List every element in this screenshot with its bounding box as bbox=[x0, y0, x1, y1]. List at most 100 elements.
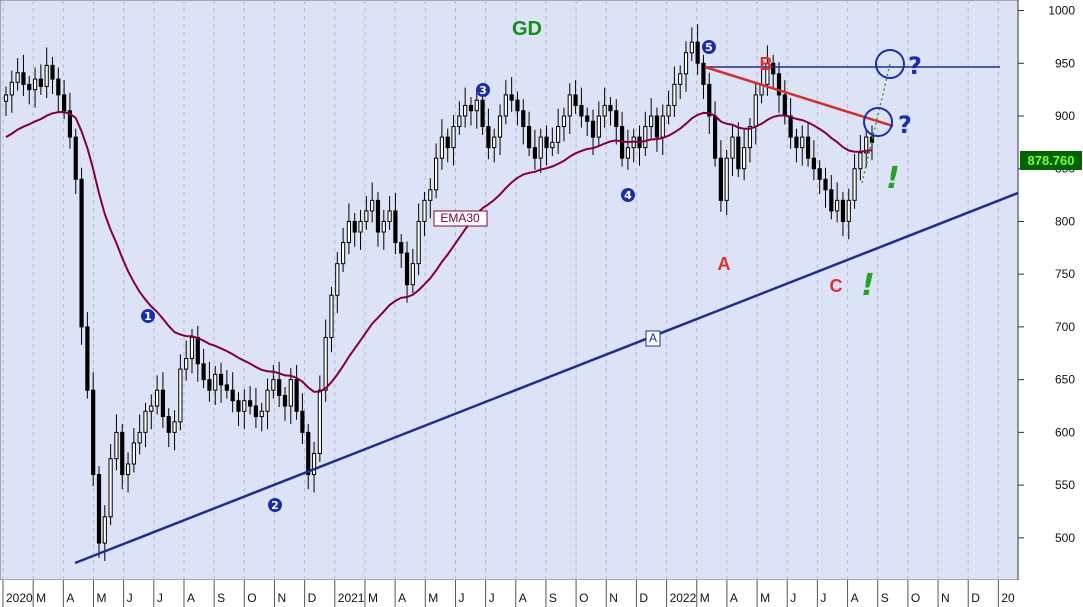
abc-label-c: C bbox=[830, 276, 843, 296]
candle-body bbox=[608, 104, 613, 112]
wave-marker-5: 5 bbox=[702, 40, 716, 54]
x-tick-label: J bbox=[127, 591, 133, 605]
candle bbox=[131, 428, 136, 473]
candle bbox=[835, 182, 840, 223]
x-tick-label: A bbox=[730, 591, 738, 605]
candle-body bbox=[835, 199, 840, 212]
candle-body bbox=[91, 389, 96, 476]
candle bbox=[44, 47, 49, 99]
candle bbox=[364, 196, 369, 230]
x-axis-panel bbox=[0, 580, 1018, 607]
x-tick-label: S bbox=[217, 591, 225, 605]
candle-body bbox=[852, 168, 857, 201]
candle-body bbox=[410, 263, 415, 286]
candle bbox=[125, 452, 131, 493]
candle-body bbox=[346, 220, 352, 244]
target-circle-upper bbox=[875, 49, 905, 79]
y-tick-label: 650 bbox=[1055, 373, 1075, 387]
candle bbox=[317, 375, 322, 462]
x-tick-label: N bbox=[277, 591, 286, 605]
candle-body bbox=[864, 136, 869, 154]
candle bbox=[771, 54, 776, 89]
candle bbox=[3, 86, 9, 116]
x-tick-label: D bbox=[639, 591, 648, 605]
x-tick-label: O bbox=[247, 591, 256, 605]
candle-body bbox=[724, 157, 729, 201]
candle bbox=[683, 41, 689, 92]
candle bbox=[21, 54, 26, 96]
candle bbox=[265, 378, 270, 430]
candle bbox=[422, 191, 427, 237]
candle bbox=[306, 423, 311, 490]
candle bbox=[840, 191, 846, 237]
candle bbox=[96, 466, 102, 558]
candle-body bbox=[695, 41, 700, 64]
candle-body bbox=[736, 136, 741, 170]
candle bbox=[526, 111, 532, 157]
svg-text:878.760: 878.760 bbox=[1028, 153, 1075, 168]
candle-body bbox=[143, 410, 148, 433]
candle bbox=[184, 340, 189, 381]
candle-body bbox=[189, 336, 195, 360]
candle bbox=[643, 111, 648, 157]
exclamation-upper: ! bbox=[886, 161, 900, 196]
candle bbox=[858, 134, 863, 181]
candle-body bbox=[811, 157, 816, 170]
candle-body bbox=[62, 94, 67, 112]
question-mark-upper: ? bbox=[908, 52, 922, 80]
candle-body bbox=[73, 136, 78, 180]
candle-body bbox=[44, 64, 49, 87]
candle bbox=[79, 167, 84, 345]
projection-line bbox=[861, 63, 891, 184]
svg-text:2: 2 bbox=[271, 499, 279, 512]
candle-body bbox=[701, 62, 706, 85]
candle-body bbox=[840, 199, 846, 222]
candle bbox=[521, 99, 526, 145]
exclamation-lower: ! bbox=[861, 268, 875, 303]
candle bbox=[288, 368, 293, 424]
wave-marker-1: 1 bbox=[141, 309, 155, 323]
x-tick-label: 2021 bbox=[338, 591, 365, 605]
candle-body bbox=[85, 326, 90, 391]
candle bbox=[515, 91, 520, 126]
candle-body bbox=[224, 384, 229, 391]
chart-title: GD bbox=[512, 18, 542, 40]
candle-body bbox=[561, 115, 567, 128]
candle-body bbox=[50, 64, 55, 80]
candle-body bbox=[323, 336, 328, 391]
candle-body bbox=[445, 136, 450, 149]
candle bbox=[335, 252, 340, 314]
candle bbox=[724, 149, 729, 216]
x-tick-label: S bbox=[881, 591, 889, 605]
x-tick-label: J bbox=[458, 591, 464, 605]
candle-body bbox=[172, 421, 177, 433]
candle-body bbox=[433, 157, 439, 191]
candle-body bbox=[486, 126, 491, 149]
candle-body bbox=[306, 431, 311, 476]
trendline-tag: A bbox=[645, 330, 661, 347]
candle-body bbox=[282, 394, 288, 407]
candle bbox=[32, 67, 38, 108]
candle bbox=[695, 24, 700, 75]
candle-body bbox=[521, 110, 526, 128]
candle bbox=[108, 443, 113, 526]
x-tick-label: M bbox=[760, 591, 770, 605]
candle-body bbox=[230, 389, 235, 402]
candle bbox=[614, 99, 619, 145]
candle bbox=[143, 402, 148, 448]
candle bbox=[172, 410, 177, 451]
candle-body bbox=[329, 294, 334, 338]
candle bbox=[294, 364, 299, 420]
candle bbox=[457, 101, 462, 135]
candle bbox=[503, 80, 508, 125]
candle bbox=[311, 441, 317, 493]
candle bbox=[596, 101, 601, 146]
candle bbox=[67, 92, 73, 149]
candle-body bbox=[335, 263, 340, 296]
candle-body bbox=[15, 72, 20, 83]
candle-body bbox=[422, 199, 427, 222]
candle-body bbox=[718, 157, 723, 201]
candle bbox=[550, 127, 555, 157]
candle-body bbox=[27, 83, 32, 91]
candle-body bbox=[125, 463, 131, 476]
